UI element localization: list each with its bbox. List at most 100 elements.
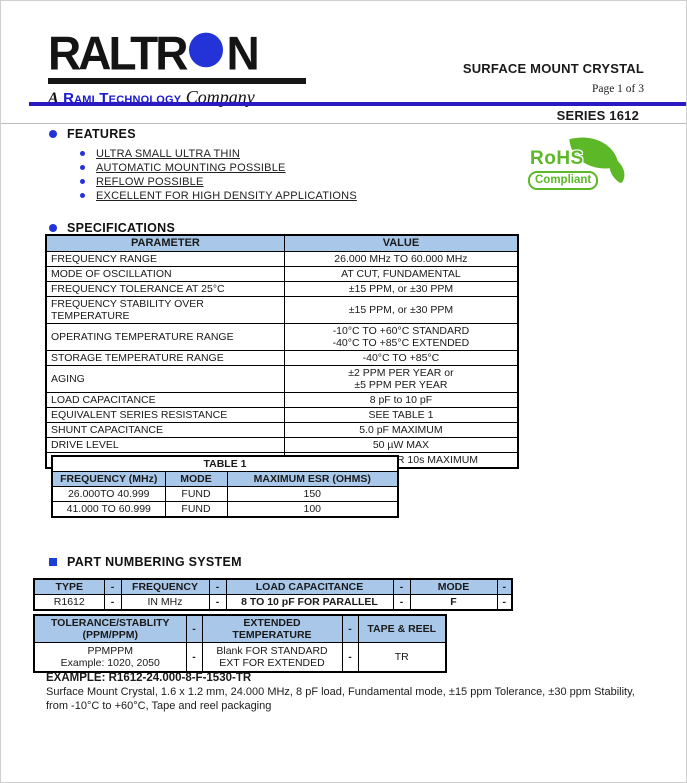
example-part-number: EXAMPLE: R1612-24.000-8-F-1530-TR xyxy=(46,672,252,684)
column-header-parameter: PARAMETER xyxy=(45,234,285,252)
rohs-compliant-badge: RoHS Compliant xyxy=(528,131,631,199)
column-header-frequency: FREQUENCY xyxy=(120,578,210,595)
load-capacitance-value: 8 TO 10 pF FOR PARALLEL xyxy=(225,594,394,611)
spec-parameter: DRIVE LEVEL xyxy=(45,436,285,453)
separator-cell: - xyxy=(341,642,359,672)
logo-text-right: N xyxy=(226,26,259,80)
separator-cell: - xyxy=(208,594,227,611)
table-title-row: TABLE 1 xyxy=(51,455,399,472)
list-item: REFLOW POSSIBLE xyxy=(80,175,357,189)
frequency-cell: 26.000TO 40.999 xyxy=(51,486,166,502)
specifications-table: PARAMETER VALUE FREQUENCY RANGE 26.000 MH… xyxy=(45,234,519,469)
column-header-mode: MODE xyxy=(164,471,228,487)
tape-reel-value: TR xyxy=(357,642,447,672)
specifications-heading: SPECIFICATIONS xyxy=(49,221,175,235)
table-row: 41.000 TO 60.999 FUND 100 xyxy=(51,501,399,518)
part-numbering-table-a: TYPE - FREQUENCY - LOAD CAPACITANCE - MO… xyxy=(33,578,513,611)
spec-value: AT CUT, FUNDAMENTAL xyxy=(283,265,519,282)
separator-cell: - xyxy=(185,614,203,643)
table-row: FREQUENCY TOLERANCE AT 25°C ±15 PPM, or ±… xyxy=(45,280,519,297)
mode-cell: FUND xyxy=(164,501,228,518)
spec-parameter: AGING xyxy=(45,364,285,393)
logo-o-dot-icon xyxy=(189,32,224,68)
table-row: 26.000TO 40.999 FUND 150 xyxy=(51,486,399,502)
column-header-load-capacitance: LOAD CAPACITANCE xyxy=(225,578,394,595)
table-header-row: TOLERANCE/STABLITY (PPM/PPM) - EXTENDED … xyxy=(33,614,447,643)
series-title: SERIES 1612 xyxy=(556,108,639,123)
table-header-row: TYPE - FREQUENCY - LOAD CAPACITANCE - MO… xyxy=(33,578,513,595)
bullet-icon xyxy=(49,224,57,232)
features-section: FEATURES ULTRA SMALL ULTRA THIN AUTOMATI… xyxy=(49,127,357,203)
part-numbering-heading-label: PART NUMBERING SYSTEM xyxy=(67,555,242,569)
list-item: AUTOMATIC MOUNTING POSSIBLE xyxy=(80,161,357,175)
esr-cell: 100 xyxy=(226,501,399,518)
table1-title: TABLE 1 xyxy=(51,455,399,472)
spec-value: 5.0 pF MAXIMUM xyxy=(283,421,519,438)
table-row: SHUNT CAPACITANCE 5.0 pF MAXIMUM xyxy=(45,421,519,438)
column-header-tape-reel: TAPE & REEL xyxy=(357,614,447,643)
rohs-compliant-label: Compliant xyxy=(528,171,599,190)
spec-value: ±2 PPM PER YEAR or ±5 PPM PER YEAR xyxy=(283,364,519,393)
features-heading: FEATURES xyxy=(49,127,357,141)
raltron-logo: RALTR N A Rami Technology Company xyxy=(48,29,306,108)
tolerance-stability-value: PPMPPM Example: 1020, 2050 xyxy=(33,642,187,672)
frequency-cell: 41.000 TO 60.999 xyxy=(51,501,166,518)
logo-underline-bar xyxy=(48,78,306,84)
table-row: AGING ±2 PPM PER YEAR or ±5 PPM PER YEAR xyxy=(45,364,519,393)
spec-value: 50 µW MAX xyxy=(283,436,519,453)
features-heading-label: FEATURES xyxy=(67,127,136,141)
spec-parameter: OPERATING TEMPERATURE RANGE xyxy=(45,322,285,351)
column-header-frequency: FREQUENCY (MHz) xyxy=(51,471,166,487)
extended-temperature-value: Blank FOR STANDARD EXT FOR EXTENDED xyxy=(201,642,343,672)
separator-cell: - xyxy=(103,578,122,595)
table-row: R1612 - IN MHz - 8 TO 10 pF FOR PARALLEL… xyxy=(33,594,513,611)
table-row: FREQUENCY RANGE 26.000 MHz TO 60.000 MHz xyxy=(45,250,519,267)
separator-cell: - xyxy=(208,578,227,595)
spec-value: -10°C TO +60°C STANDARD -40°C TO +85°C E… xyxy=(283,322,519,351)
separator-cell: - xyxy=(103,594,122,611)
spec-parameter: STORAGE TEMPERATURE RANGE xyxy=(45,349,285,366)
list-item: ULTRA SMALL ULTRA THIN xyxy=(80,147,357,161)
square-bullet-icon xyxy=(49,558,57,566)
separator-cell: - xyxy=(392,578,411,595)
column-header-value: VALUE xyxy=(283,234,519,252)
feature-label: ULTRA SMALL ULTRA THIN xyxy=(96,148,240,160)
table-row: FREQUENCY STABILITY OVER TEMPERATURE ±15 … xyxy=(45,295,519,324)
list-item: EXCELLENT FOR HIGH DENSITY APPLICATIONS xyxy=(80,189,357,203)
separator-cell: - xyxy=(341,614,359,643)
tagline-prefix: A xyxy=(48,90,59,107)
header-divider-rule xyxy=(29,102,686,106)
spec-parameter: EQUIVALENT SERIES RESISTANCE xyxy=(45,406,285,423)
spec-parameter: FREQUENCY RANGE xyxy=(45,250,285,267)
logo-wordmark: RALTR N xyxy=(48,29,306,78)
column-header-mode: MODE xyxy=(409,578,498,595)
column-header-type: TYPE xyxy=(33,578,105,595)
document-header: SURFACE MOUNT CRYSTAL Page 1 of 3 xyxy=(463,61,644,95)
example-section: EXAMPLE: R1612-24.000-8-F-1530-TR Surfac… xyxy=(46,672,658,713)
table-header-row: FREQUENCY (MHz) MODE MAXIMUM ESR (OHMS) xyxy=(51,471,399,487)
part-numbering-table-b: TOLERANCE/STABLITY (PPM/PPM) - EXTENDED … xyxy=(33,614,447,673)
esr-table-1: TABLE 1 FREQUENCY (MHz) MODE MAXIMUM ESR… xyxy=(51,455,399,518)
spec-value: 8 pF to 10 pF xyxy=(283,391,519,408)
table-row: OPERATING TEMPERATURE RANGE -10°C TO +60°… xyxy=(45,322,519,351)
table-header-row: PARAMETER VALUE xyxy=(45,234,519,252)
table-row: EQUIVALENT SERIES RESISTANCE SEE TABLE 1 xyxy=(45,406,519,423)
rohs-label: RoHS xyxy=(530,148,584,169)
spec-parameter: FREQUENCY STABILITY OVER TEMPERATURE xyxy=(45,295,285,324)
type-value: R1612 xyxy=(33,594,105,611)
separator-cell: - xyxy=(496,578,513,595)
spec-parameter: FREQUENCY TOLERANCE AT 25°C xyxy=(45,280,285,297)
logo-text-left: RALTR xyxy=(48,26,188,80)
specifications-heading-label: SPECIFICATIONS xyxy=(67,221,176,235)
spec-value: ±15 PPM, or ±30 PPM xyxy=(283,280,519,297)
table-row: MODE OF OSCILLATION AT CUT, FUNDAMENTAL xyxy=(45,265,519,282)
spec-value: ±15 PPM, or ±30 PPM xyxy=(283,295,519,324)
spec-value: -40°C TO +85°C xyxy=(283,349,519,366)
spec-parameter: MODE OF OSCILLATION xyxy=(45,265,285,282)
mode-value: F xyxy=(409,594,498,611)
separator-cell: - xyxy=(392,594,411,611)
document-title: SURFACE MOUNT CRYSTAL xyxy=(462,61,644,76)
spec-value: SEE TABLE 1 xyxy=(283,406,519,423)
column-header-esr: MAXIMUM ESR (OHMS) xyxy=(226,471,399,487)
